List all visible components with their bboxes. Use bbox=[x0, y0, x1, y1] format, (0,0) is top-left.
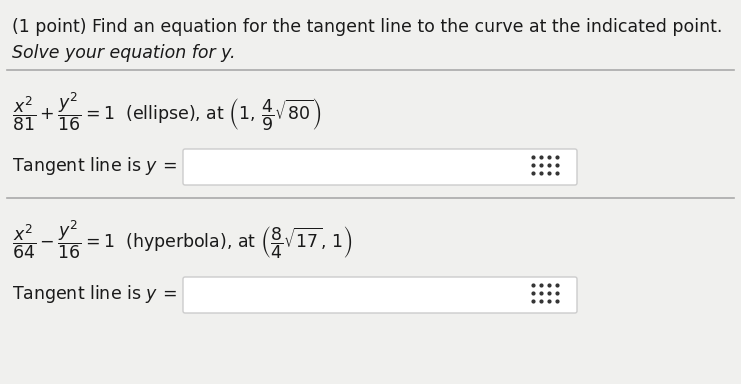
Text: Solve your equation for y.: Solve your equation for y. bbox=[12, 44, 236, 62]
Text: $\dfrac{x^2}{81} + \dfrac{y^2}{16} = 1$  (ellipse), at $\left(1,\,\dfrac{4}{9}\s: $\dfrac{x^2}{81} + \dfrac{y^2}{16} = 1$ … bbox=[12, 90, 322, 132]
Text: Tangent line is $y\,=$: Tangent line is $y\,=$ bbox=[12, 283, 177, 305]
FancyBboxPatch shape bbox=[183, 277, 577, 313]
Text: Tangent line is $y\,=$: Tangent line is $y\,=$ bbox=[12, 155, 177, 177]
Text: $\dfrac{x^2}{64} - \dfrac{y^2}{16} = 1$  (hyperbola), at $\left(\dfrac{8}{4}\sqr: $\dfrac{x^2}{64} - \dfrac{y^2}{16} = 1$ … bbox=[12, 218, 353, 260]
Text: (1 point) Find an equation for the tangent line to the curve at the indicated po: (1 point) Find an equation for the tange… bbox=[12, 18, 722, 36]
FancyBboxPatch shape bbox=[183, 149, 577, 185]
